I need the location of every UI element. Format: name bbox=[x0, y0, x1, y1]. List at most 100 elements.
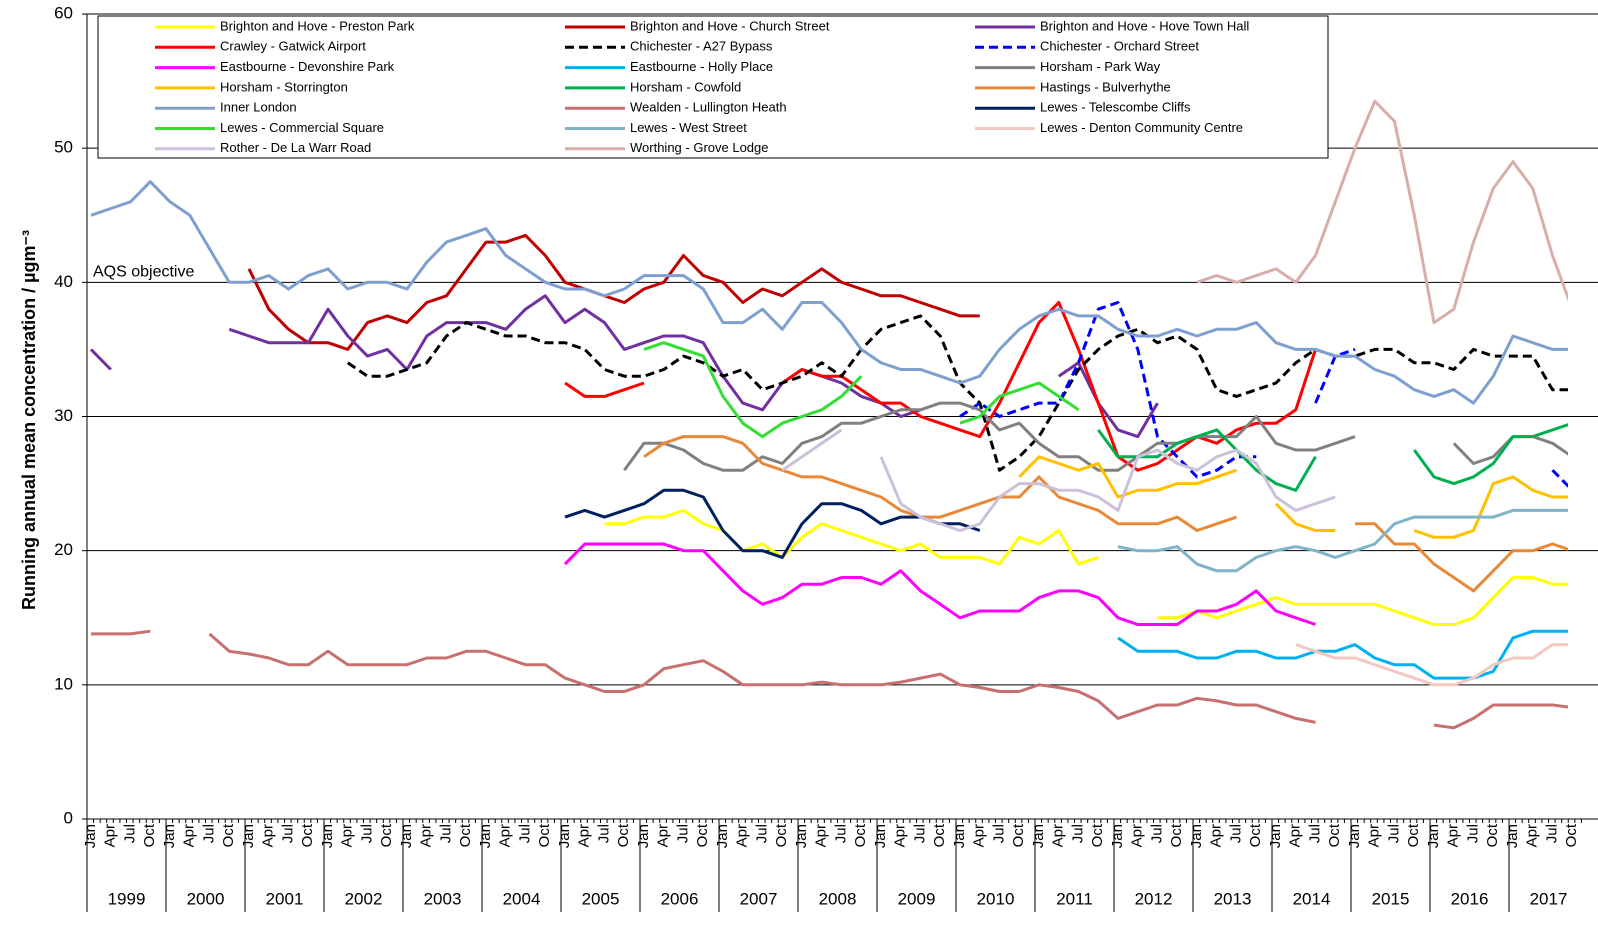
legend-label: Horsham - Park Way bbox=[1040, 59, 1161, 74]
series-line bbox=[91, 629, 1568, 730]
legend-label: Lewes - Commercial Square bbox=[220, 120, 384, 135]
x-tick-label: Jan bbox=[1346, 824, 1363, 848]
series-line bbox=[90, 180, 1568, 405]
year-label: 2005 bbox=[582, 889, 620, 908]
legend-label: Horsham - Storrington bbox=[220, 79, 348, 94]
x-tick-label: Oct bbox=[931, 823, 948, 847]
legend-label: Wealden - Lullington Heath bbox=[630, 100, 787, 115]
x-tick-label: Apr bbox=[813, 824, 830, 847]
series-line bbox=[1196, 99, 1568, 325]
x-tick-label: Apr bbox=[418, 824, 435, 847]
x-tick-label: Jul bbox=[1148, 824, 1165, 843]
x-tick-label: Jan bbox=[1425, 824, 1442, 848]
x-tick-label: Oct bbox=[1484, 823, 1501, 847]
x-tick-label: Apr bbox=[339, 824, 356, 847]
x-tick-label: Oct bbox=[1010, 823, 1027, 847]
series-line bbox=[1117, 508, 1568, 573]
year-label: 2013 bbox=[1214, 889, 1252, 908]
legend-label: Brighton and Hove - Hove Town Hall bbox=[1040, 18, 1249, 33]
x-tick-label: Oct bbox=[457, 823, 474, 847]
x-tick-label: Jan bbox=[240, 824, 257, 848]
x-tick-label: Oct bbox=[220, 823, 237, 847]
x-tick-label: Jul bbox=[516, 824, 533, 843]
legend-label: Rother - De La Warr Road bbox=[220, 140, 371, 155]
year-label: 2008 bbox=[819, 889, 857, 908]
x-tick-label: Oct bbox=[615, 823, 632, 847]
x-tick-label: Jul bbox=[437, 824, 454, 843]
x-tick-label: Jan bbox=[951, 824, 968, 848]
x-tick-label: Jan bbox=[1267, 824, 1284, 848]
x-tick-label: Jul bbox=[832, 824, 849, 843]
x-tick-label: Apr bbox=[1445, 824, 1462, 847]
y-axis-title: Running annual mean concentration / µgm⁻… bbox=[19, 230, 39, 610]
x-tick-label: Apr bbox=[1129, 824, 1146, 847]
year-label: 2002 bbox=[345, 889, 383, 908]
x-tick-label: Jan bbox=[872, 824, 889, 848]
x-tick-label: Jul bbox=[121, 824, 138, 843]
series-line bbox=[623, 401, 1568, 472]
x-tick-label: Oct bbox=[1247, 823, 1264, 847]
x-tick-label: Jul bbox=[595, 824, 612, 843]
x-tick-label: Oct bbox=[1405, 823, 1422, 847]
x-tick-label: Jan bbox=[556, 824, 573, 848]
x-tick-label: Apr bbox=[1050, 824, 1067, 847]
legend-label: Lewes - West Street bbox=[630, 120, 747, 135]
year-label: 2016 bbox=[1451, 889, 1489, 908]
year-label: 2006 bbox=[661, 889, 699, 908]
legend-label: Horsham - Cowfold bbox=[630, 79, 741, 94]
x-tick-label: Jul bbox=[990, 824, 1007, 843]
year-label: 2014 bbox=[1293, 889, 1331, 908]
legend-label: Brighton and Hove - Church Street bbox=[630, 18, 830, 33]
y-tick-label: 20 bbox=[54, 540, 73, 559]
x-tick-label: Oct bbox=[378, 823, 395, 847]
x-tick-label: Apr bbox=[260, 824, 277, 847]
y-tick-label: 50 bbox=[54, 138, 73, 157]
year-label: 2009 bbox=[898, 889, 936, 908]
legend-label: Lewes - Telescombe Cliffs bbox=[1040, 100, 1191, 115]
legend-label: Eastbourne - Devonshire Park bbox=[220, 59, 395, 74]
plot-area bbox=[89, 99, 1568, 730]
x-tick-label: Jul bbox=[200, 824, 217, 843]
x-tick-label: Oct bbox=[1089, 823, 1106, 847]
legend-box bbox=[97, 15, 1329, 159]
x-tick-label: Apr bbox=[181, 824, 198, 847]
year-label: 2012 bbox=[1135, 889, 1173, 908]
x-tick-label: Oct bbox=[1326, 823, 1343, 847]
year-label: 1999 bbox=[108, 889, 146, 908]
annotation: AQS objective bbox=[93, 264, 194, 281]
legend-label: Inner London bbox=[220, 100, 297, 115]
x-tick-label: Jan bbox=[635, 824, 652, 848]
series-line bbox=[1097, 423, 1568, 492]
x-tick-label: Jul bbox=[358, 824, 375, 843]
x-tick-label: Apr bbox=[734, 824, 751, 847]
series-line bbox=[959, 301, 1568, 489]
year-label: 2010 bbox=[977, 889, 1015, 908]
x-tick-label: Oct bbox=[694, 823, 711, 847]
legend-label: Crawley - Gatwick Airport bbox=[220, 39, 366, 54]
x-tick-label: Apr bbox=[1366, 824, 1383, 847]
x-tick-label: Oct bbox=[141, 823, 158, 847]
x-tick-label: Apr bbox=[892, 824, 909, 847]
x-tick-label: Jul bbox=[1069, 824, 1086, 843]
x-tick-label: Apr bbox=[971, 824, 988, 847]
series-line bbox=[1295, 643, 1568, 687]
series-line bbox=[643, 341, 1080, 439]
x-tick-label: Oct bbox=[299, 823, 316, 847]
x-tick-label: Jan bbox=[398, 824, 415, 848]
series-line bbox=[781, 428, 1336, 532]
x-tick-label: Jan bbox=[1504, 824, 1521, 848]
legend-label: Chichester - Orchard Street bbox=[1040, 39, 1199, 54]
y-tick-label: 60 bbox=[54, 3, 73, 22]
x-tick-label: Jan bbox=[82, 824, 99, 848]
x-tick-label: Jul bbox=[1227, 824, 1244, 843]
series-line bbox=[563, 542, 1316, 626]
x-tick-label: Jan bbox=[793, 824, 810, 848]
x-tick-label: Oct bbox=[773, 823, 790, 847]
x-tick-label: Apr bbox=[497, 824, 514, 847]
series-line bbox=[346, 314, 1568, 472]
x-tick-label: Jan bbox=[1109, 824, 1126, 848]
x-tick-label: Jan bbox=[714, 824, 731, 848]
y-tick-label: 0 bbox=[64, 808, 73, 827]
x-tick-label: Jan bbox=[1188, 824, 1205, 848]
